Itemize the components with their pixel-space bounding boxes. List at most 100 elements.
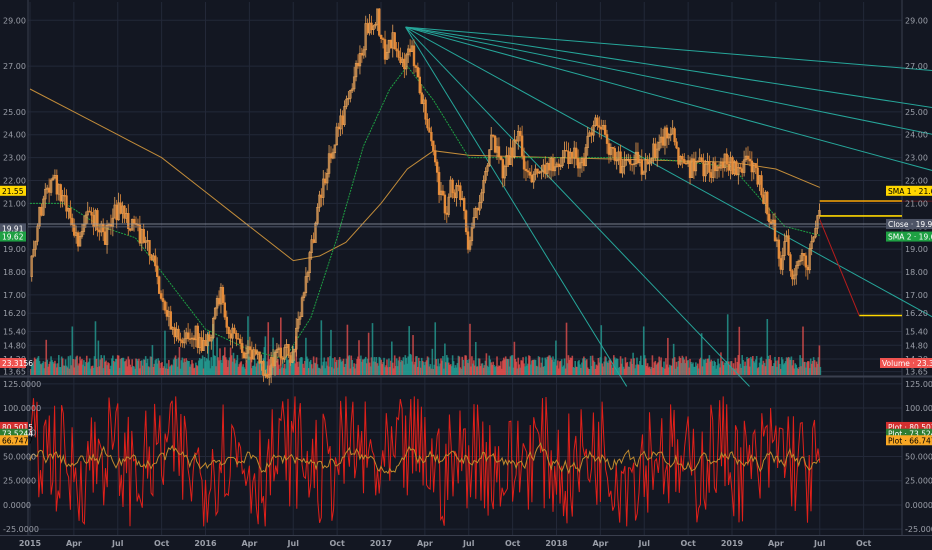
candle-body: [795, 265, 798, 276]
candle-body: [434, 150, 437, 163]
candle-body: [661, 136, 665, 146]
candle-body: [441, 190, 445, 196]
volume-bar: [561, 366, 564, 375]
volume-bar: [369, 366, 372, 375]
volume-bar: [721, 360, 723, 375]
volume-bar: [645, 365, 648, 375]
price-right-tick: 19.00: [905, 245, 928, 254]
volume-bar: [140, 360, 142, 375]
osc-tag-right: Plot · 80.5015: [886, 421, 932, 432]
volume-bar: [350, 355, 353, 375]
volume-bar: [209, 368, 212, 375]
candle-body: [381, 38, 385, 40]
volume-bar: [749, 366, 751, 375]
volume-bar: [378, 356, 381, 375]
volume-bar: [353, 363, 355, 375]
volume-bar: [245, 362, 247, 375]
volume-bar: [84, 366, 86, 375]
volume-bar: [157, 358, 160, 375]
candle-body: [667, 133, 671, 139]
candle-body: [420, 92, 423, 105]
osc-left-tick: 50.0000: [3, 453, 36, 462]
candle-body: [204, 340, 207, 347]
candle-body: [233, 327, 236, 334]
candle-body: [464, 210, 468, 233]
volume-bar: [573, 367, 576, 375]
osc-tag-left: 73.5244: [0, 428, 33, 439]
volume-bar: [611, 364, 613, 375]
candle-body: [708, 161, 711, 173]
volume-bar: [431, 348, 434, 375]
volume-bar: [752, 361, 755, 375]
volume-bar: [527, 363, 529, 375]
candle-body: [395, 48, 398, 52]
volume-bar: [428, 366, 431, 375]
candle-body: [304, 276, 308, 294]
volume-bar: [253, 358, 256, 375]
volume-bar: [299, 358, 301, 375]
volume-bar: [489, 359, 492, 375]
volume-bar: [707, 358, 710, 375]
volume-bar: [307, 368, 310, 375]
candle-body: [293, 348, 296, 353]
volume-bar: [205, 358, 208, 375]
volume-bar: [398, 356, 401, 375]
volume-bar: [91, 365, 94, 375]
volume-bar: [327, 357, 329, 375]
volume-bar: [556, 365, 558, 375]
volume-bar: [338, 357, 341, 375]
volume-bar: [580, 367, 582, 375]
candle-body: [322, 178, 325, 198]
candle-body: [61, 195, 64, 202]
volume-bar: [700, 333, 703, 375]
candle-body: [681, 156, 684, 160]
volume-bar: [304, 360, 306, 375]
volume-bar: [254, 366, 257, 375]
volume-bar: [170, 364, 173, 375]
volume-bar: [111, 358, 113, 375]
volume-bar: [242, 364, 244, 375]
volume-bar: [587, 368, 590, 375]
volume-bar: [434, 322, 437, 375]
volume-bar: [514, 358, 517, 375]
volume-bar: [287, 359, 290, 375]
price-right-tick: 23.00: [905, 154, 928, 163]
candle-body: [142, 229, 145, 243]
volume-bar: [741, 355, 743, 375]
price-tag-left: 19.62: [0, 231, 26, 242]
volume-bar: [549, 355, 551, 375]
volume-bar: [158, 360, 160, 375]
volume-bar: [196, 366, 199, 375]
volume-bar: [145, 363, 148, 375]
volume-bar: [322, 361, 325, 375]
volume-bar: [629, 361, 632, 375]
candle-body: [374, 23, 377, 27]
volume-bar: [672, 343, 675, 375]
volume-bar: [331, 367, 333, 375]
volume-bar: [344, 363, 347, 375]
volume-bar: [317, 367, 320, 375]
volume-bar: [276, 361, 278, 375]
volume-bar: [279, 317, 282, 375]
volume-bar: [312, 356, 315, 375]
volume-bar: [784, 361, 787, 375]
volume-bar: [168, 360, 170, 375]
osc-tag-right: Plot · 66.7477: [886, 435, 932, 446]
candle-body: [700, 157, 703, 162]
oscillator: [29, 396, 821, 527]
volume-bar: [403, 364, 406, 375]
volume-bar: [226, 367, 229, 375]
volume-bar: [495, 365, 497, 375]
volume-bar: [488, 355, 491, 375]
volume-bar: [43, 368, 46, 375]
volume-bar: [509, 356, 512, 375]
osc-tag-left: 80.5015: [0, 421, 33, 432]
volume-bar: [258, 358, 261, 375]
volume-bar: [483, 365, 486, 375]
candle-body: [103, 231, 107, 245]
candle-body: [789, 254, 792, 272]
candle-body: [221, 287, 225, 304]
volume-bar: [456, 363, 459, 375]
volume-bar: [480, 363, 483, 375]
